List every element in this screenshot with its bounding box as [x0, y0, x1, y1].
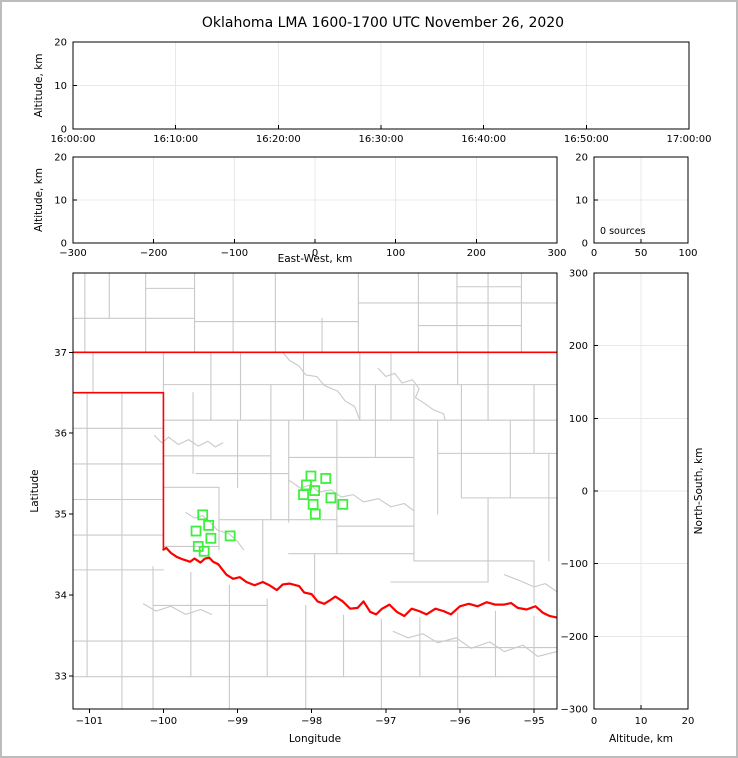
state-border	[162, 546, 557, 619]
y-tick-label: 10	[54, 196, 67, 207]
lma-station-marker	[224, 530, 236, 542]
x-tick-label: 100	[678, 248, 697, 259]
map-layers	[73, 273, 557, 709]
y-tick-label: 20	[54, 153, 67, 164]
source-count-annotation: 0 sources	[600, 226, 646, 237]
y-tick-label: 34	[54, 590, 67, 601]
x-tick-label: 16:10:00	[153, 134, 198, 145]
y-tick-label: −300	[561, 705, 588, 716]
y-tick-label: 100	[569, 414, 588, 425]
y-axis-label: Altitude, km	[33, 53, 45, 117]
county-boundary	[153, 435, 224, 448]
x-tick-label: 0	[312, 248, 318, 259]
x-tick-label: 17:00:00	[667, 134, 712, 145]
x-tick-label: 300	[547, 248, 566, 259]
lma-station-marker	[298, 489, 309, 501]
x-tick-label: −95	[523, 716, 544, 727]
x-tick-label: 16:50:00	[564, 134, 609, 145]
panel-ns-height: 0 10 20 300 200 100 0 −100 −200 −300 Altitude, km N…	[561, 269, 705, 746]
y-tick-label: −100	[561, 559, 588, 570]
y-tick-label: 37	[54, 348, 67, 359]
county-boundary	[503, 574, 557, 593]
x-tick-label: 100	[386, 248, 405, 259]
figure-title: Oklahoma LMA 1600-1700 UTC November 26, …	[201, 15, 565, 31]
lma-station-marker	[190, 525, 202, 537]
y-tick-label: 10	[54, 81, 67, 92]
y-axis-label: Latitude	[29, 469, 41, 512]
y-axis-label: Altitude, km	[33, 168, 45, 232]
x-tick-label: −99	[227, 716, 248, 727]
x-tick-label: −100	[221, 248, 248, 259]
lma-station-marker	[309, 485, 321, 496]
x-tick-label: 16:40:00	[461, 134, 506, 145]
county-boundary	[185, 511, 245, 551]
y-tick-label: 200	[569, 341, 588, 352]
x-tick-label: 200	[467, 248, 486, 259]
lma-station-marker	[198, 545, 210, 557]
y-tick-label: 0	[582, 487, 588, 498]
x-tick-label: −101	[76, 716, 103, 727]
x-tick-label: −300	[59, 248, 86, 259]
y-axis-label: North-South, km	[693, 448, 705, 535]
x-axis-label: Longitude	[289, 733, 341, 745]
y-tick-label: 35	[54, 510, 67, 521]
x-tick-label: −200	[140, 248, 167, 259]
x-tick-label: −98	[301, 716, 322, 727]
panel-map: −101 −100 −99 −98 −97 −96 −95 33 34 35 36 37 Longitu…	[29, 272, 558, 745]
y-tick-label: 36	[54, 429, 67, 440]
lma-station-marker	[203, 519, 215, 531]
y-tick-label: 33	[54, 671, 67, 682]
lma-station-marker	[197, 509, 209, 521]
x-tick-label: −96	[449, 716, 470, 727]
y-tick-label: 10	[575, 196, 588, 207]
x-tick-label: −97	[375, 716, 396, 727]
x-tick-label: 16:00:00	[51, 134, 96, 145]
lma-station-marker	[309, 508, 321, 520]
x-axis-label: Altitude, km	[609, 733, 673, 745]
x-tick-label: 0	[591, 248, 597, 259]
county-boundary	[142, 603, 213, 615]
y-tick-label: 0	[61, 125, 67, 136]
state-border	[73, 391, 165, 551]
panel-ew-height: −300 −200 −100 0 100 200 300 0 10 20 East-West, km…	[33, 153, 567, 266]
x-tick-label: 16:20:00	[256, 134, 301, 145]
x-tick-label: −100	[150, 716, 177, 727]
panel-frame	[72, 272, 558, 710]
lma-station-marker	[205, 532, 217, 544]
x-tick-label: 16:30:00	[359, 134, 404, 145]
y-tick-label: 20	[54, 38, 67, 49]
county-boundary	[392, 630, 557, 657]
x-axis-label: East-West, km	[278, 253, 353, 265]
lma-station-marker	[320, 473, 332, 484]
x-tick-label: 10	[635, 716, 648, 727]
x-tick-label: 20	[682, 716, 695, 727]
y-tick-label: 0	[61, 239, 67, 250]
lma-station-marker	[337, 498, 349, 510]
lma-station-marker	[307, 498, 319, 510]
panel-height-hist: 0 50 100 0 10 20 0 sources	[575, 153, 697, 260]
lma-station-marker	[305, 470, 317, 482]
y-tick-label: −200	[561, 632, 588, 643]
county-boundary	[377, 367, 446, 421]
lma-station-marker	[325, 492, 337, 504]
x-tick-label: 0	[591, 716, 597, 727]
county-boundary	[282, 351, 361, 421]
y-tick-label: 300	[569, 269, 588, 280]
county-boundary	[288, 479, 415, 512]
panel-time-height: 16:00:00 16:10:00 16:20:00 16:30:00 16:40:00…	[33, 38, 711, 146]
x-tick-label: 50	[635, 248, 648, 259]
y-tick-label: 0	[582, 239, 588, 250]
y-tick-label: 20	[575, 153, 588, 164]
